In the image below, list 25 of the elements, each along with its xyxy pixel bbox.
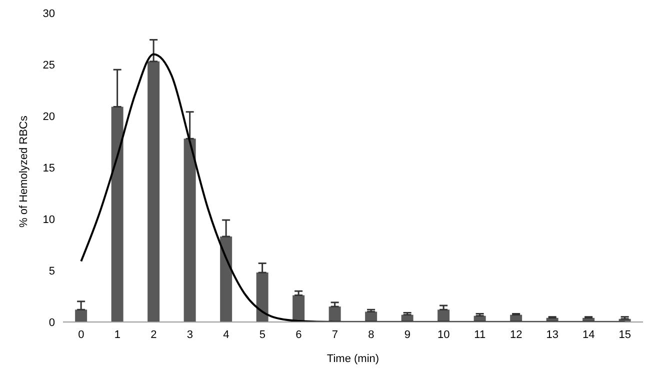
x-tick-label: 13 [546, 328, 558, 341]
x-tick-label: 15 [618, 328, 631, 341]
x-tick-label: 0 [78, 328, 84, 341]
x-tick-label: 12 [510, 328, 522, 341]
x-tick-label: 6 [296, 328, 302, 341]
x-tick-label: 4 [223, 328, 230, 341]
y-tick-label: 25 [42, 59, 55, 72]
x-tick-label: 7 [332, 328, 338, 341]
x-tick-label: 2 [150, 328, 157, 341]
x-tick-label: 3 [186, 328, 193, 341]
x-tick-label: 5 [259, 328, 266, 341]
x-tick-label: 9 [404, 328, 410, 341]
y-tick-label: 20 [42, 110, 55, 123]
x-tick-label: 10 [438, 328, 450, 341]
x-tick-label: 11 [474, 328, 486, 341]
x-tick-label: 8 [368, 328, 374, 341]
y-tick-label: 10 [42, 214, 55, 226]
x-tick-label: 1 [114, 328, 120, 341]
y-axis-title: % of Hemolyzed RBCs [18, 115, 30, 228]
x-axis-title: Time (min) [326, 353, 380, 365]
y-tick-label: 5 [48, 265, 55, 278]
y-tick-label: 0 [48, 316, 55, 329]
y-tick-label: 30 [42, 8, 55, 20]
x-tick-label: 14 [582, 328, 595, 341]
y-tick-label: 15 [42, 162, 55, 174]
